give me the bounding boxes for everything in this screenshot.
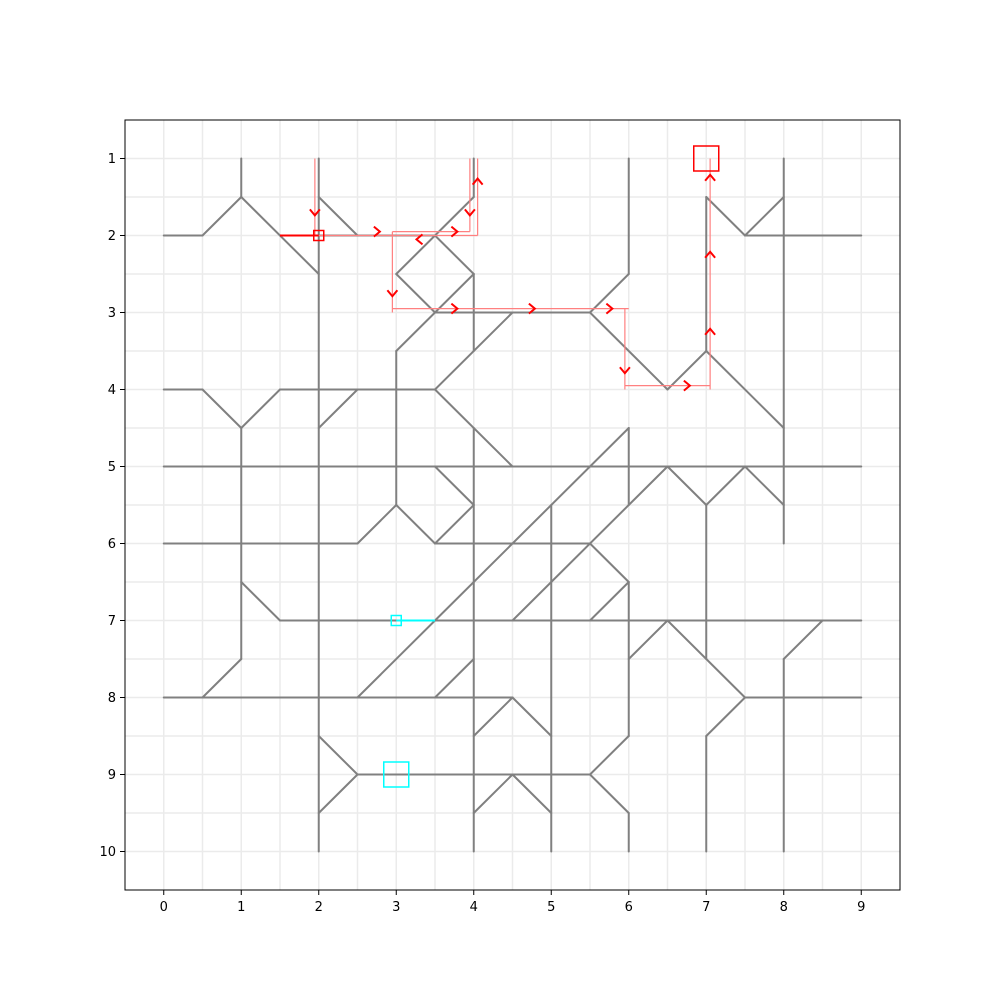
x-axis-ticks: 0 1 2 3 4 5 6 7 8 9 xyxy=(160,890,865,915)
network-edge xyxy=(434,311,514,391)
cyan-goal xyxy=(383,761,410,788)
red-agent xyxy=(313,229,325,242)
x-tick-label: 6 xyxy=(625,900,633,915)
plot-frame xyxy=(124,119,901,891)
network-edge xyxy=(782,619,824,660)
network-edge xyxy=(666,465,708,506)
agents-and-goals xyxy=(280,145,720,788)
direction-arrow xyxy=(704,173,716,182)
network-edge xyxy=(317,388,359,429)
direction-arrow xyxy=(414,233,424,246)
y-tick-label: 10 xyxy=(99,845,116,860)
direction-arrow xyxy=(373,225,382,238)
y-tick-label: 6 xyxy=(108,537,116,552)
network-edge xyxy=(434,196,475,237)
direction-arrow xyxy=(619,366,631,375)
red-goal xyxy=(693,145,720,172)
x-tick-label: 0 xyxy=(160,900,168,915)
direction-arrow xyxy=(704,250,716,259)
network-edge xyxy=(395,234,436,275)
road-network xyxy=(162,157,863,853)
network-edge xyxy=(627,619,669,660)
network-edge xyxy=(705,696,746,737)
network-edge xyxy=(240,581,281,622)
y-tick-label: 7 xyxy=(108,614,116,629)
network-edge xyxy=(472,696,514,737)
direction-arrow xyxy=(471,177,484,186)
network-edge xyxy=(705,465,746,506)
x-tick-label: 8 xyxy=(780,900,788,915)
direction-arrow xyxy=(464,208,476,217)
y-tick-label: 2 xyxy=(108,229,116,244)
network-edge xyxy=(201,658,243,699)
network-edge xyxy=(666,350,708,391)
y-tick-label: 8 xyxy=(108,691,116,706)
network-edge xyxy=(317,196,359,237)
network-edge xyxy=(434,504,475,545)
network-edge xyxy=(356,504,398,545)
network-edge xyxy=(434,427,630,622)
network-edge xyxy=(666,619,746,699)
network-edge xyxy=(589,735,630,776)
direction-arrow xyxy=(528,302,537,315)
y-axis-ticks: 1 2 3 4 5 6 7 8 9 10 xyxy=(99,152,125,860)
x-tick-label: 9 xyxy=(857,900,865,915)
network-edge xyxy=(395,273,436,314)
network-edge xyxy=(317,735,359,776)
y-tick-label: 5 xyxy=(108,460,116,475)
direction-arrow xyxy=(450,302,459,315)
y-tick-label: 1 xyxy=(108,152,116,167)
network-edge xyxy=(201,196,243,237)
network-edge xyxy=(240,388,281,429)
network-edge xyxy=(744,196,785,237)
direction-arrow xyxy=(605,302,614,315)
y-tick-label: 9 xyxy=(108,768,116,783)
network-edge xyxy=(705,350,785,429)
network-edge xyxy=(395,311,436,352)
network-edge xyxy=(434,273,475,314)
network-edge xyxy=(589,542,630,583)
x-tick-label: 3 xyxy=(392,900,400,915)
y-tick-label: 4 xyxy=(108,383,116,398)
y-tick-label: 3 xyxy=(108,306,116,321)
x-tick-label: 7 xyxy=(702,900,710,915)
network-edge xyxy=(317,773,359,814)
direction-arrow xyxy=(309,208,321,217)
network-edge xyxy=(589,311,669,391)
direction-arrow xyxy=(683,379,692,392)
network-edge xyxy=(705,196,746,237)
direction-arrow xyxy=(704,327,716,336)
network-edge xyxy=(201,388,243,429)
direction-arrow xyxy=(386,289,399,298)
network-edge xyxy=(434,465,475,506)
network-edge xyxy=(744,465,785,506)
x-tick-label: 5 xyxy=(547,900,555,915)
x-tick-label: 4 xyxy=(470,900,478,915)
direction-arrow xyxy=(450,225,459,238)
x-tick-label: 2 xyxy=(315,900,323,915)
network-edge xyxy=(356,619,436,699)
network-edge xyxy=(472,773,514,814)
x-tick-label: 1 xyxy=(237,900,245,915)
red-trail-arrows xyxy=(309,173,716,392)
network-edge xyxy=(589,773,630,814)
network-edge xyxy=(395,504,436,545)
cyan-agent xyxy=(390,614,402,627)
network-edge xyxy=(589,273,630,314)
network-edge xyxy=(511,696,553,737)
network-edge xyxy=(589,581,630,622)
network-edge xyxy=(434,658,475,699)
network-edge xyxy=(511,773,553,814)
network-edge xyxy=(434,234,475,275)
